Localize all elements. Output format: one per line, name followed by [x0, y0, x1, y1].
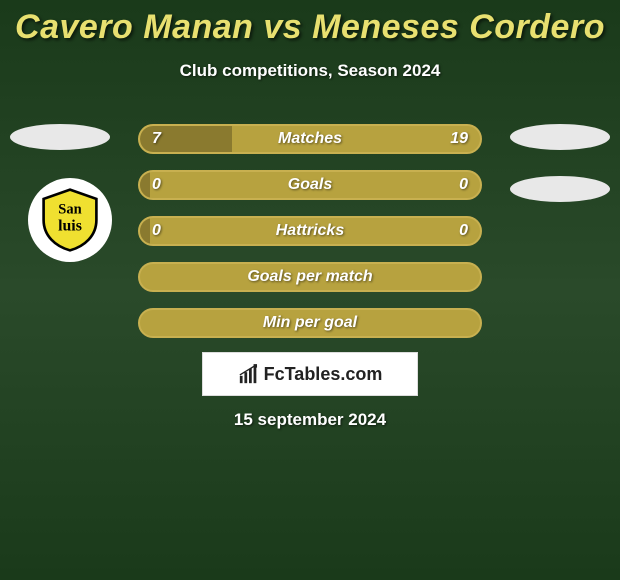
- stat-label: Goals per match: [140, 268, 480, 286]
- stat-value-right: 0: [459, 176, 468, 194]
- player-right-badge-1: [510, 124, 610, 150]
- stat-bar: 0Hattricks0: [138, 216, 482, 246]
- stat-value-right: 19: [450, 130, 468, 148]
- shield-icon: San luis: [37, 187, 103, 253]
- player-left-badge: [10, 124, 110, 150]
- player-right-badge-2: [510, 176, 610, 202]
- brand-box[interactable]: FcTables.com: [202, 352, 418, 396]
- stat-bar: Min per goal: [138, 308, 482, 338]
- brand-label: FcTables.com: [264, 364, 383, 385]
- comparison-bars: 7Matches190Goals00Hattricks0Goals per ma…: [138, 124, 482, 354]
- date-label: 15 september 2024: [0, 410, 620, 430]
- bar-chart-icon: [238, 363, 260, 385]
- stat-bar: Goals per match: [138, 262, 482, 292]
- page-title: Cavero Manan vs Meneses Cordero: [0, 0, 620, 47]
- logo-text-top: San: [58, 201, 81, 217]
- stat-bar: 0Goals0: [138, 170, 482, 200]
- stat-label: Goals: [140, 176, 480, 194]
- stat-bar: 7Matches19: [138, 124, 482, 154]
- subtitle: Club competitions, Season 2024: [0, 61, 620, 81]
- club-logo-left: San luis: [28, 178, 112, 262]
- logo-text-bottom: luis: [58, 218, 82, 235]
- stat-value-right: 0: [459, 222, 468, 240]
- stat-label: Min per goal: [140, 314, 480, 332]
- stat-label: Matches: [140, 130, 480, 148]
- stat-label: Hattricks: [140, 222, 480, 240]
